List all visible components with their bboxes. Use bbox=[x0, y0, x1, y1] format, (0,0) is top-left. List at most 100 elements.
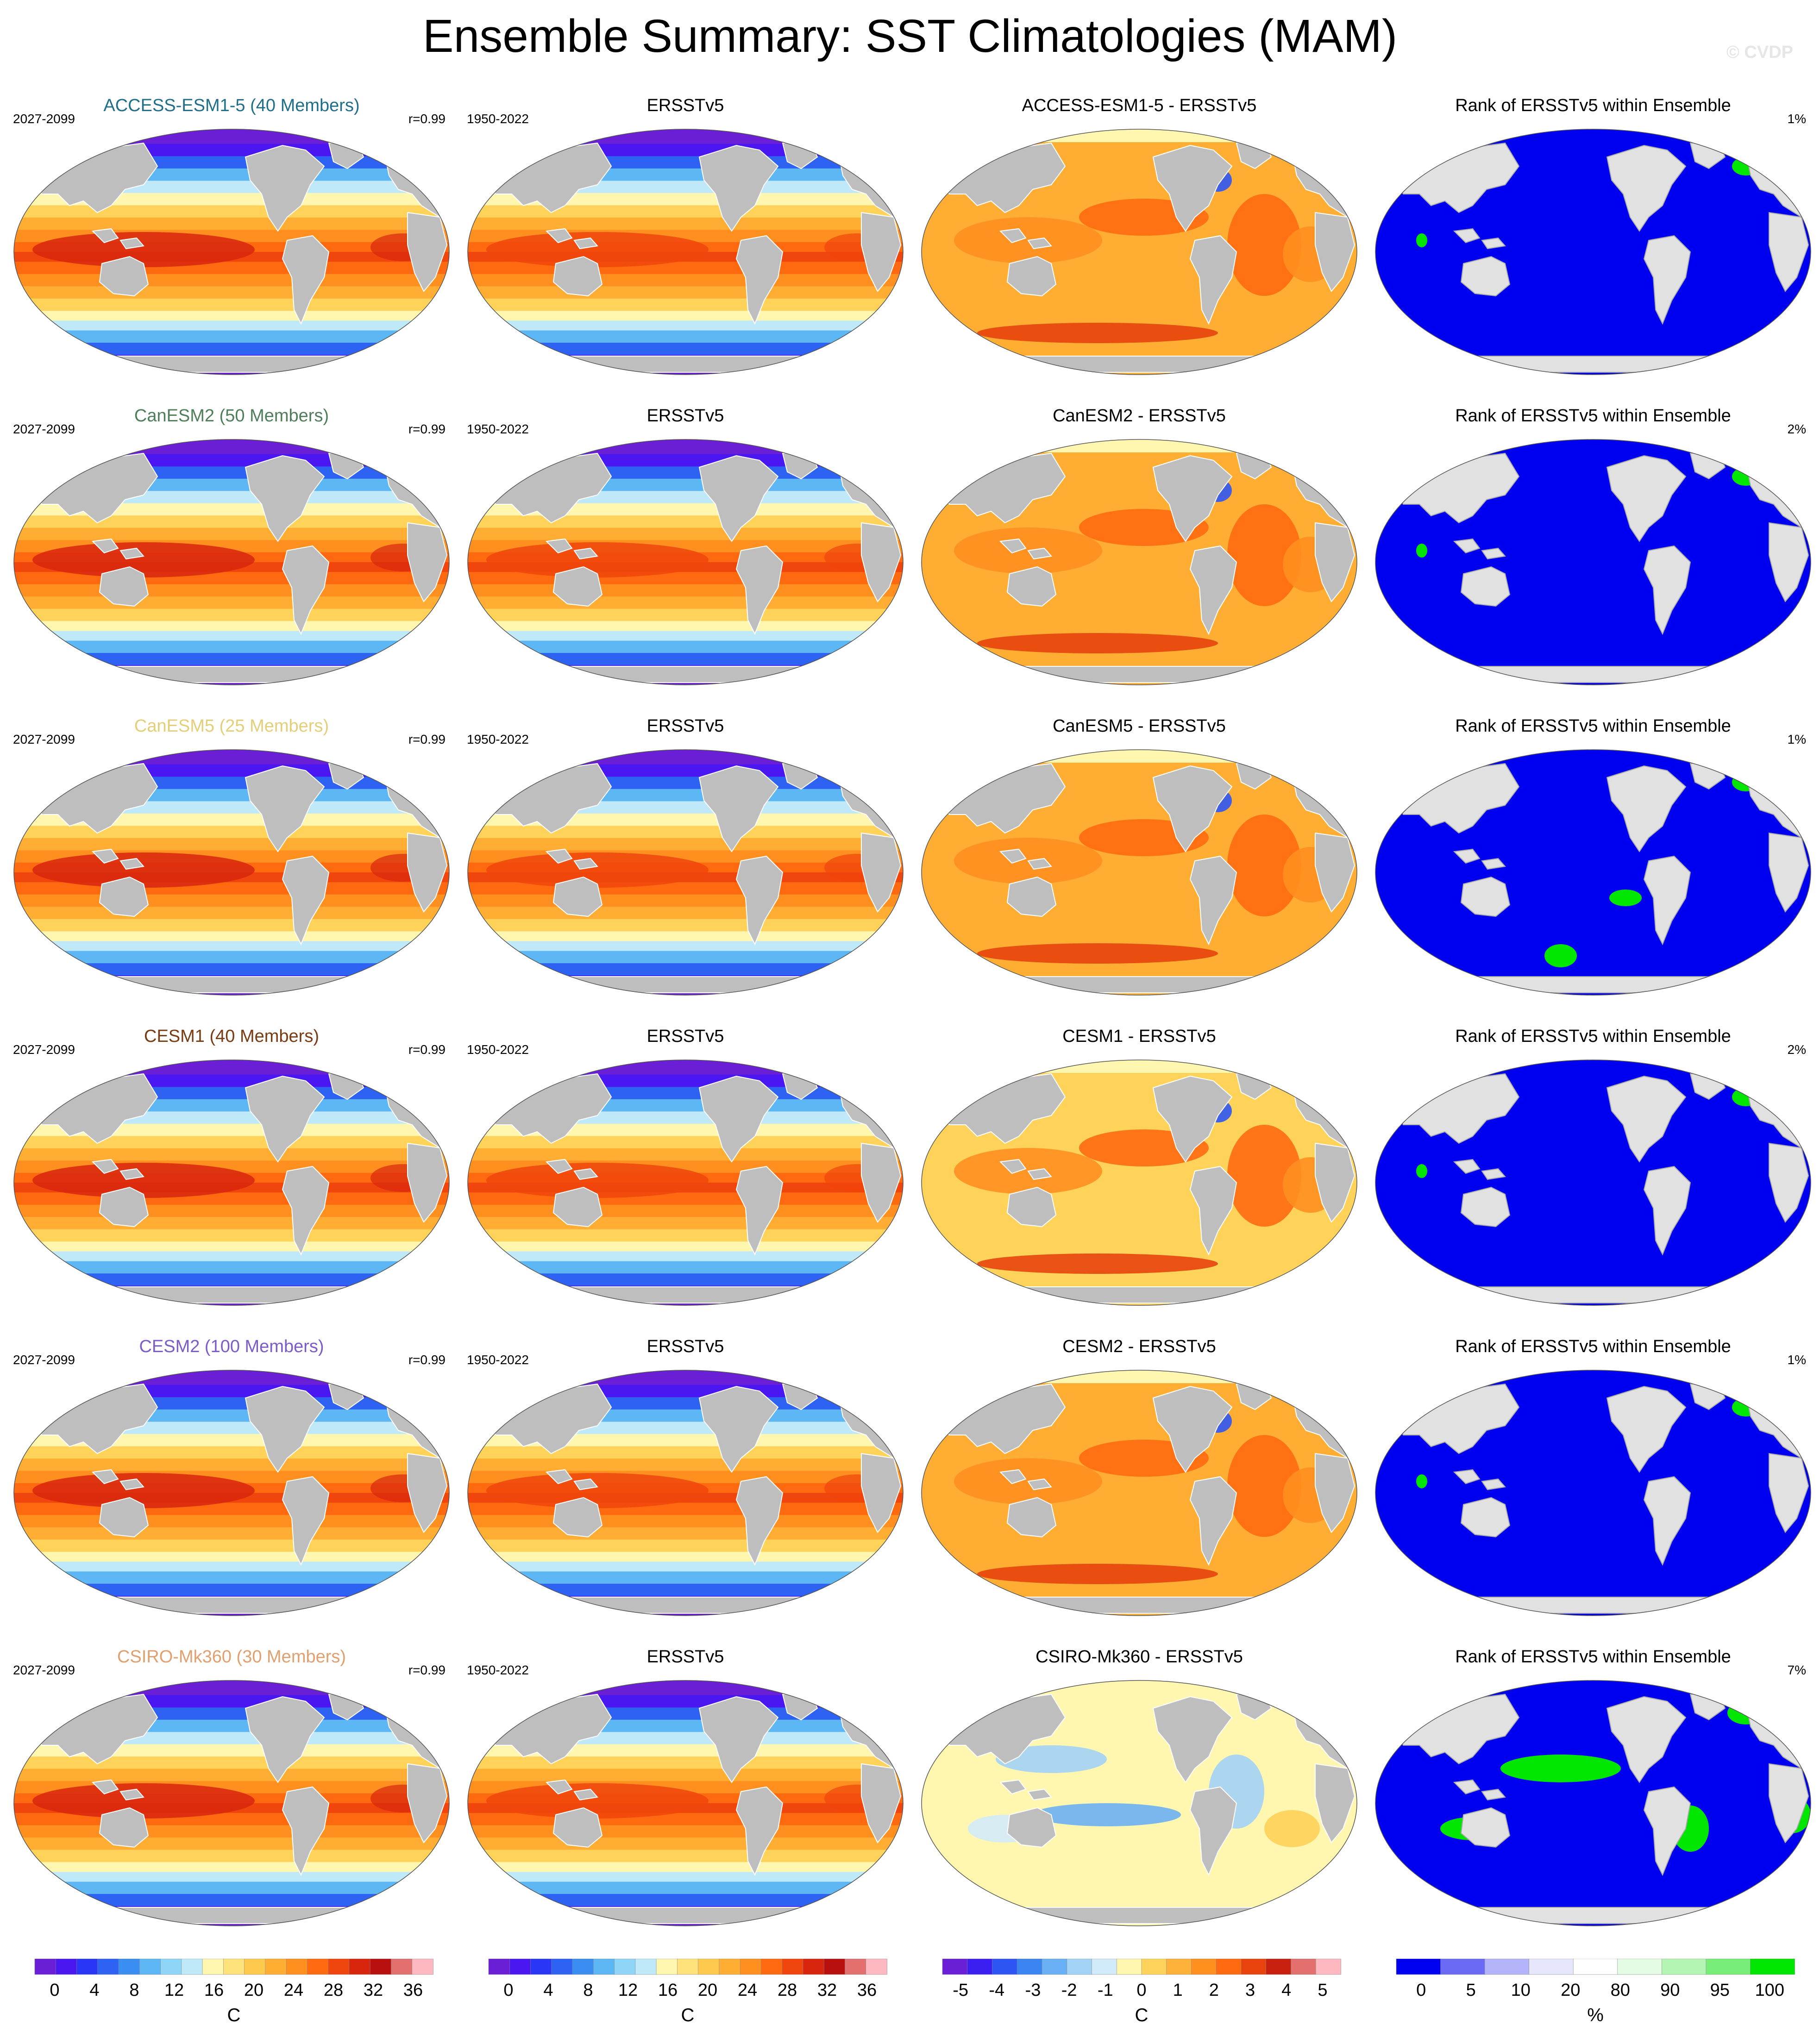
obs-period: 1950-2022 bbox=[467, 1042, 529, 1057]
diff-panel-2: CanESM2 - ERSSTv5 bbox=[912, 405, 1366, 715]
colorbar-swatch bbox=[286, 1959, 308, 1975]
obs-panel-2: ERSSTv5 1950-2022 bbox=[458, 405, 912, 715]
colorbar-swatch bbox=[1042, 1959, 1067, 1975]
colorbar-tick-label: 24 bbox=[738, 1981, 757, 2000]
colorbar-swatch bbox=[328, 1959, 350, 1975]
model-map bbox=[13, 1370, 450, 1616]
colorbar-tick-label: 20 bbox=[244, 1981, 264, 2000]
rank-colorbar-swatches: 0 5 10 20 80 90 95 100 bbox=[1396, 1959, 1795, 2000]
colorbar-swatch bbox=[572, 1959, 594, 1975]
colorbar-tick-label: 3 bbox=[1245, 1981, 1255, 2000]
colorbar-swatch bbox=[307, 1959, 329, 1975]
colorbar-swatch bbox=[551, 1959, 573, 1975]
colorbar-tick-label: 28 bbox=[778, 1981, 797, 2000]
colorbar-swatch bbox=[1166, 1959, 1192, 1975]
model-panel-title: CSIRO-Mk360 (30 Members) bbox=[117, 1647, 346, 1667]
diff-colorbar-swatches: -5 -4 -3 -2 -1 0 1 2 3 4 5 bbox=[942, 1959, 1341, 2000]
colorbar-swatch bbox=[349, 1959, 371, 1975]
colorbar-unit: % bbox=[1587, 2005, 1604, 2025]
obs-period: 1950-2022 bbox=[467, 732, 529, 746]
rank-panel-title: Rank of ERSSTv5 within Ensemble bbox=[1455, 406, 1731, 426]
diff-map bbox=[921, 439, 1357, 685]
sst-colorbar-obs: 0 4 8 12 16 20 24 28 32 36 C bbox=[479, 1959, 896, 2025]
colorbar-swatch bbox=[1315, 1959, 1341, 1975]
obs-panel-4: ERSSTv5 1950-2022 bbox=[458, 1026, 912, 1336]
obs-panel-6: ERSSTv5 1950-2022 bbox=[458, 1646, 912, 1956]
obs-panel-title: ERSSTv5 bbox=[646, 96, 724, 115]
model-period: 2027-2099 bbox=[13, 732, 75, 746]
model-panel-title: ACCESS-ESM1-5 (40 Members) bbox=[103, 96, 360, 115]
colorbar-tick-label: 1 bbox=[1173, 1981, 1183, 2000]
colorbar-tick-label: 32 bbox=[817, 1981, 837, 2000]
rank-panel-title: Rank of ERSSTv5 within Ensemble bbox=[1455, 96, 1731, 115]
model-map bbox=[13, 439, 450, 685]
colorbar-tick-label: 2 bbox=[1209, 1981, 1219, 2000]
colorbar-swatch bbox=[740, 1959, 762, 1975]
colorbar-tick-label: 100 bbox=[1755, 1981, 1784, 2000]
difference-panel-title: ACCESS-ESM1-5 - ERSSTv5 bbox=[1022, 96, 1257, 115]
diff-map bbox=[921, 749, 1357, 996]
pattern-correlation: r=0.99 bbox=[408, 1663, 446, 1677]
rank-percent: 2% bbox=[1787, 422, 1806, 436]
model-panel-1: ACCESS-ESM1-5 (40 Members) 2027-2099 r=0.9… bbox=[5, 95, 458, 405]
obs-panel-title: ERSSTv5 bbox=[646, 406, 724, 426]
rank-panel-5: Rank of ERSSTv5 within Ensemble 1% bbox=[1366, 1336, 1820, 1646]
colorbar-tick-label: 5 bbox=[1466, 1981, 1476, 2000]
obs-map bbox=[467, 1680, 904, 1926]
obs-period: 1950-2022 bbox=[467, 1353, 529, 1367]
colorbar-swatch bbox=[656, 1959, 678, 1975]
colorbar-swatch bbox=[1617, 1959, 1663, 1975]
model-panel-4: CESM1 (40 Members) 2027-2099 r=0.99 bbox=[5, 1026, 458, 1336]
obs-map bbox=[467, 749, 904, 996]
colorbar-swatch bbox=[160, 1959, 182, 1975]
colorbar-unit: C bbox=[227, 2005, 241, 2025]
difference-panel-title: CSIRO-Mk360 - ERSSTv5 bbox=[1036, 1647, 1243, 1667]
colorbar-swatch bbox=[614, 1959, 636, 1975]
colorbar-swatch bbox=[1662, 1959, 1707, 1975]
model-period: 2027-2099 bbox=[13, 1042, 75, 1057]
colorbar-tick-label: 10 bbox=[1511, 1981, 1531, 2000]
colorbar-tick-label: 36 bbox=[857, 1981, 877, 2000]
model-panel-6: CSIRO-Mk360 (30 Members) 2027-2099 r=0.99 bbox=[5, 1646, 458, 1956]
colorbar-tick-label: 16 bbox=[658, 1981, 678, 2000]
model-period: 2027-2099 bbox=[13, 1663, 75, 1677]
colorbar-swatch bbox=[1191, 1959, 1217, 1975]
rank-map bbox=[1375, 129, 1811, 375]
obs-period: 1950-2022 bbox=[467, 422, 529, 436]
sst-colorbar-model: 0 4 8 12 16 20 24 28 32 36 C bbox=[25, 1959, 442, 2025]
colorbar-swatch bbox=[1396, 1959, 1441, 1975]
colorbar-swatch bbox=[845, 1959, 866, 1975]
difference-panel-title: CESM1 - ERSSTv5 bbox=[1062, 1027, 1216, 1046]
model-panel-title: CanESM5 (25 Members) bbox=[134, 716, 329, 736]
diff-map bbox=[921, 129, 1357, 375]
model-period: 2027-2099 bbox=[13, 112, 75, 126]
colorbar-swatch bbox=[1266, 1959, 1292, 1975]
rank-panel-title: Rank of ERSSTv5 within Ensemble bbox=[1455, 1027, 1731, 1046]
colorbar-tick-label: 90 bbox=[1660, 1981, 1680, 2000]
pattern-correlation: r=0.99 bbox=[408, 1353, 446, 1367]
obs-panel-3: ERSSTv5 1950-2022 bbox=[458, 715, 912, 1026]
obs-map bbox=[467, 129, 904, 375]
colorbar-swatch bbox=[1484, 1959, 1530, 1975]
colorbar-swatch bbox=[223, 1959, 245, 1975]
obs-panel-title: ERSSTv5 bbox=[646, 1027, 724, 1046]
pattern-correlation: r=0.99 bbox=[408, 112, 446, 126]
rank-percent: 7% bbox=[1787, 1663, 1806, 1677]
model-panel-5: CESM2 (100 Members) 2027-2099 r=0.99 bbox=[5, 1336, 458, 1646]
rank-colorbar: 0 5 10 20 80 90 95 100 % bbox=[1387, 1959, 1804, 2025]
colorbar-swatch bbox=[635, 1959, 657, 1975]
rank-panel-3: Rank of ERSSTv5 within Ensemble 1% bbox=[1366, 715, 1820, 1026]
colorbar-swatch bbox=[530, 1959, 552, 1975]
rank-map bbox=[1375, 1370, 1811, 1616]
rank-map bbox=[1375, 749, 1811, 996]
figure-title: Ensemble Summary: SST Climatologies (MAM… bbox=[422, 10, 1398, 62]
colorbar-tick-label: 16 bbox=[204, 1981, 224, 2000]
colorbar-tick-label: 95 bbox=[1710, 1981, 1730, 2000]
colorbar-tick-label: -2 bbox=[1061, 1981, 1077, 2000]
rank-percent: 2% bbox=[1787, 1042, 1806, 1057]
colorbar-swatch bbox=[719, 1959, 741, 1975]
obs-panel-title: ERSSTv5 bbox=[646, 1337, 724, 1356]
difference-panel-title: CanESM2 - ERSSTv5 bbox=[1053, 406, 1226, 426]
colorbar-swatch bbox=[118, 1959, 140, 1975]
colorbar-swatch bbox=[34, 1959, 56, 1975]
